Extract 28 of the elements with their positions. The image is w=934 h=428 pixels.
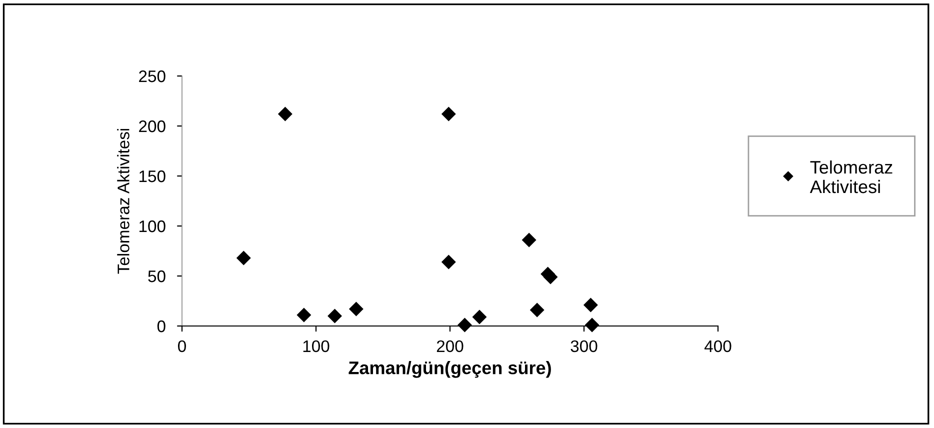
point bbox=[530, 303, 544, 317]
y-tick-label: 100 bbox=[139, 220, 166, 232]
point bbox=[442, 107, 456, 121]
y-tick-label: 250 bbox=[139, 70, 166, 82]
point bbox=[585, 318, 599, 332]
point bbox=[236, 251, 251, 265]
point bbox=[584, 298, 598, 312]
y-tick-label: 150 bbox=[139, 170, 166, 182]
y-tick-label: 0 bbox=[157, 320, 166, 332]
y-tick-label: 200 bbox=[139, 120, 166, 132]
point bbox=[472, 310, 486, 324]
x-tick-label: 100 bbox=[303, 340, 330, 352]
point bbox=[442, 255, 456, 269]
point bbox=[328, 309, 342, 323]
point bbox=[544, 270, 558, 284]
point bbox=[458, 318, 472, 332]
point bbox=[522, 233, 536, 247]
x-tick-label: 200 bbox=[436, 340, 464, 352]
point bbox=[278, 107, 292, 121]
x-tick-label: 400 bbox=[704, 340, 732, 352]
x-tick-label: 0 bbox=[178, 340, 186, 352]
y-axis-title: Telomeraz Aktivitesi bbox=[117, 128, 130, 274]
y-tick-label: 50 bbox=[148, 270, 166, 282]
point bbox=[296, 308, 311, 322]
legend-label: Telomeraz Aktivitesi bbox=[810, 160, 892, 194]
x-axis-title: Zaman/gün(geçen süre) bbox=[348, 360, 551, 378]
x-tick-label: 300 bbox=[570, 340, 598, 352]
point bbox=[349, 302, 364, 316]
